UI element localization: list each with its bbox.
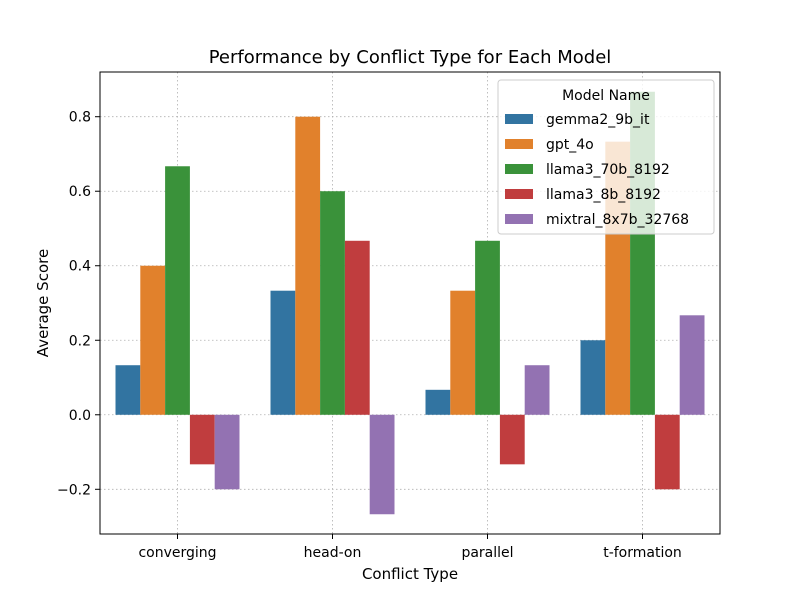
axis-ticks: −0.2 0.0 0.2 0.4 0.6 0.8 converging head-on para… [57,110,682,561]
bar-gemma2_9b_it-t-formation [580,340,606,415]
bar-llama3_8b_8192-t-formation [654,414,680,490]
legend-swatch [505,189,533,199]
legend-label: llama3_70b_8192 [546,162,670,178]
legend-swatch [505,114,533,124]
x-tick-label: converging [138,545,216,561]
y-tick-label: −0.2 [57,482,91,498]
bar-gpt_4o-parallel [450,290,476,415]
y-tick-label: 0.8 [69,110,91,126]
legend-box [497,79,715,235]
bar-llama3_8b_8192-head-on [344,240,370,415]
y-tick-label: 0.6 [69,184,91,200]
bar-gpt_4o-converging [140,265,166,415]
bar-gemma2_9b_it-converging [115,365,141,415]
bar-llama3_70b_8192-head-on [320,191,345,415]
bar-mixtral_8x7b_32768-t-formation [679,315,705,415]
legend: Model Name gemma2_9b_it gpt_4o llama3_70b_… [497,79,715,235]
y-tick-label: 0.0 [69,408,91,424]
x-tick-label: head-on [304,545,362,561]
y-axis-label: Average Score [34,249,52,357]
legend-label: gpt_4o [546,137,594,153]
x-axis-label: Conflict Type [362,565,458,583]
bar-llama3_70b_8192-converging [165,166,190,415]
legend-swatch [505,139,533,149]
bar-mixtral_8x7b_32768-converging [214,414,240,490]
bar-llama3_8b_8192-converging [189,414,215,465]
legend-label: llama3_8b_8192 [546,187,661,203]
legend-swatch [505,214,533,224]
legend-swatch [505,164,533,174]
y-tick-label: 0.2 [69,333,91,349]
legend-label: gemma2_9b_it [546,112,650,128]
bar-mixtral_8x7b_32768-head-on [369,414,395,515]
x-tick-label: t-formation [603,545,682,561]
bar-gemma2_9b_it-parallel [425,389,451,415]
y-tick-label: 0.4 [69,259,91,275]
bar-gemma2_9b_it-head-on [270,290,296,415]
bar-llama3_70b_8192-parallel [475,240,500,415]
chart-title: Performance by Conflict Type for Each Mo… [209,47,612,68]
bar-llama3_8b_8192-parallel [499,414,525,465]
bar-gpt_4o-head-on [295,116,321,415]
bar-mixtral_8x7b_32768-parallel [524,365,550,415]
legend-title: Model Name [562,88,650,104]
x-tick-label: parallel [461,545,513,561]
plot-frame [99,71,721,535]
legend-label: mixtral_8x7b_32768 [546,212,689,228]
